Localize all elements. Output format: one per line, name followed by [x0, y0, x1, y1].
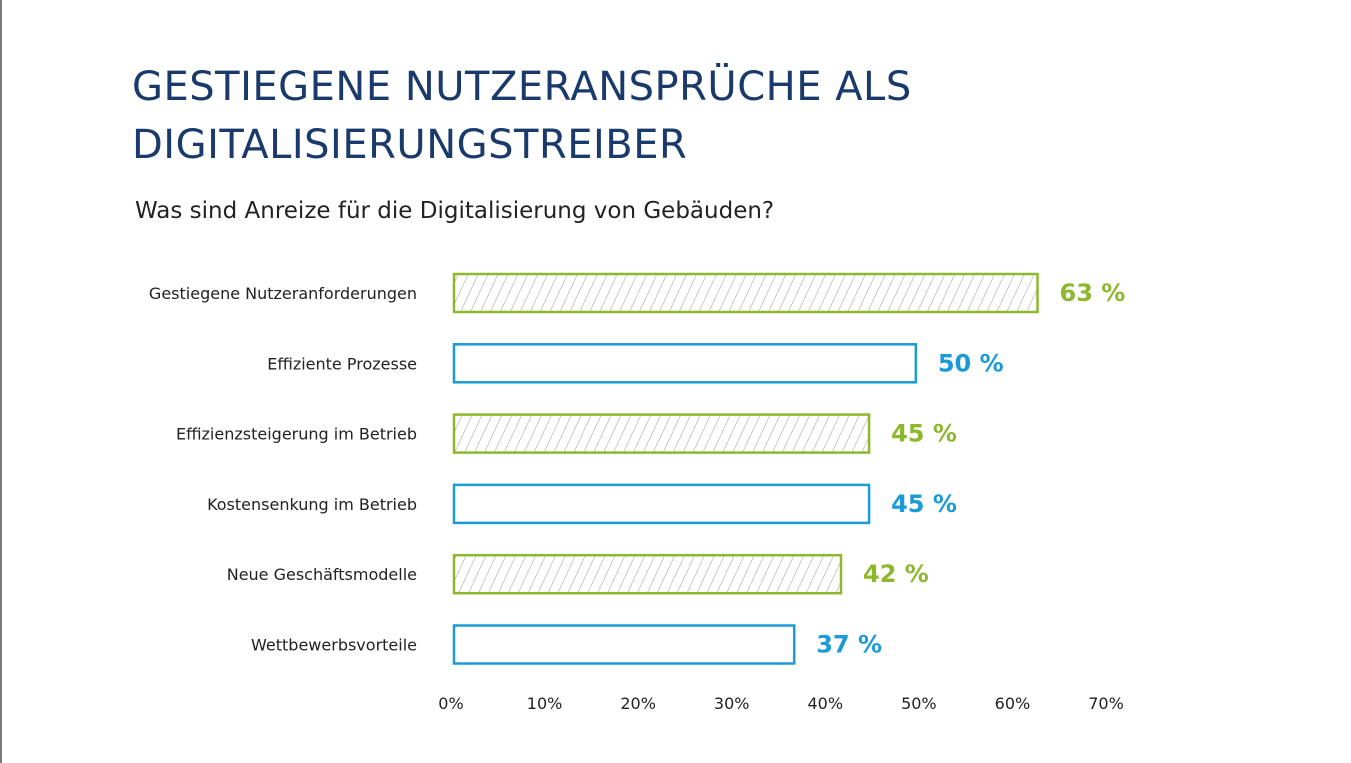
- value-label: 50 %: [938, 349, 1004, 377]
- bar: [452, 624, 796, 665]
- category-label: Gestiegene Nutzeranforderungen: [149, 284, 417, 303]
- x-tick-label: 10%: [527, 694, 563, 713]
- chart-question: Was sind Anreize für die Digitalisierung…: [135, 198, 775, 224]
- bar: [452, 413, 871, 454]
- x-tick-label: 50%: [901, 694, 937, 713]
- title-line-2: DIGITALISIERUNGSTREIBER: [132, 122, 688, 168]
- value-label: 42 %: [863, 560, 929, 588]
- bar: [452, 483, 871, 525]
- category-label: Kostensenkung im Betrieb: [207, 495, 417, 514]
- category-label: Effizienzsteigerung im Betrieb: [176, 425, 417, 444]
- x-axis: 0% 10% 20% 30% 40% 50% 60% 70%: [438, 694, 1123, 713]
- x-tick-label: 20%: [620, 694, 656, 713]
- page-title: GESTIEGENE NUTZERANSPRÜCHE ALS DIGITALIS…: [132, 58, 1232, 174]
- left-border: [0, 0, 2, 763]
- x-tick-label: 70%: [1088, 694, 1124, 713]
- value-label: 63 %: [1060, 279, 1126, 307]
- value-label: 45 %: [891, 420, 957, 448]
- title-line-1: GESTIEGENE NUTZERANSPRÜCHE ALS: [132, 64, 912, 110]
- value-label: 37 %: [816, 631, 882, 659]
- value-label: 45 %: [891, 490, 957, 518]
- bars-group: Gestiegene Nutzeranforderungen 63 % Effizi…: [149, 272, 1126, 665]
- bar-hatch-fill: [454, 555, 841, 594]
- category-label: Effiziente Prozesse: [267, 354, 417, 373]
- x-tick-label: 0%: [438, 694, 463, 713]
- bar-hatch-fill: [454, 414, 870, 453]
- bar-hatch-fill: [454, 274, 1038, 312]
- x-tick-label: 60%: [995, 694, 1031, 713]
- bar: [452, 272, 1039, 314]
- x-tick-label: 40%: [808, 694, 844, 713]
- bar: [452, 553, 843, 595]
- bar: [452, 343, 918, 384]
- x-tick-label: 30%: [714, 694, 750, 713]
- category-label: Neue Geschäftsmodelle: [227, 565, 417, 584]
- category-label: Wettbewerbsvorteile: [251, 636, 417, 655]
